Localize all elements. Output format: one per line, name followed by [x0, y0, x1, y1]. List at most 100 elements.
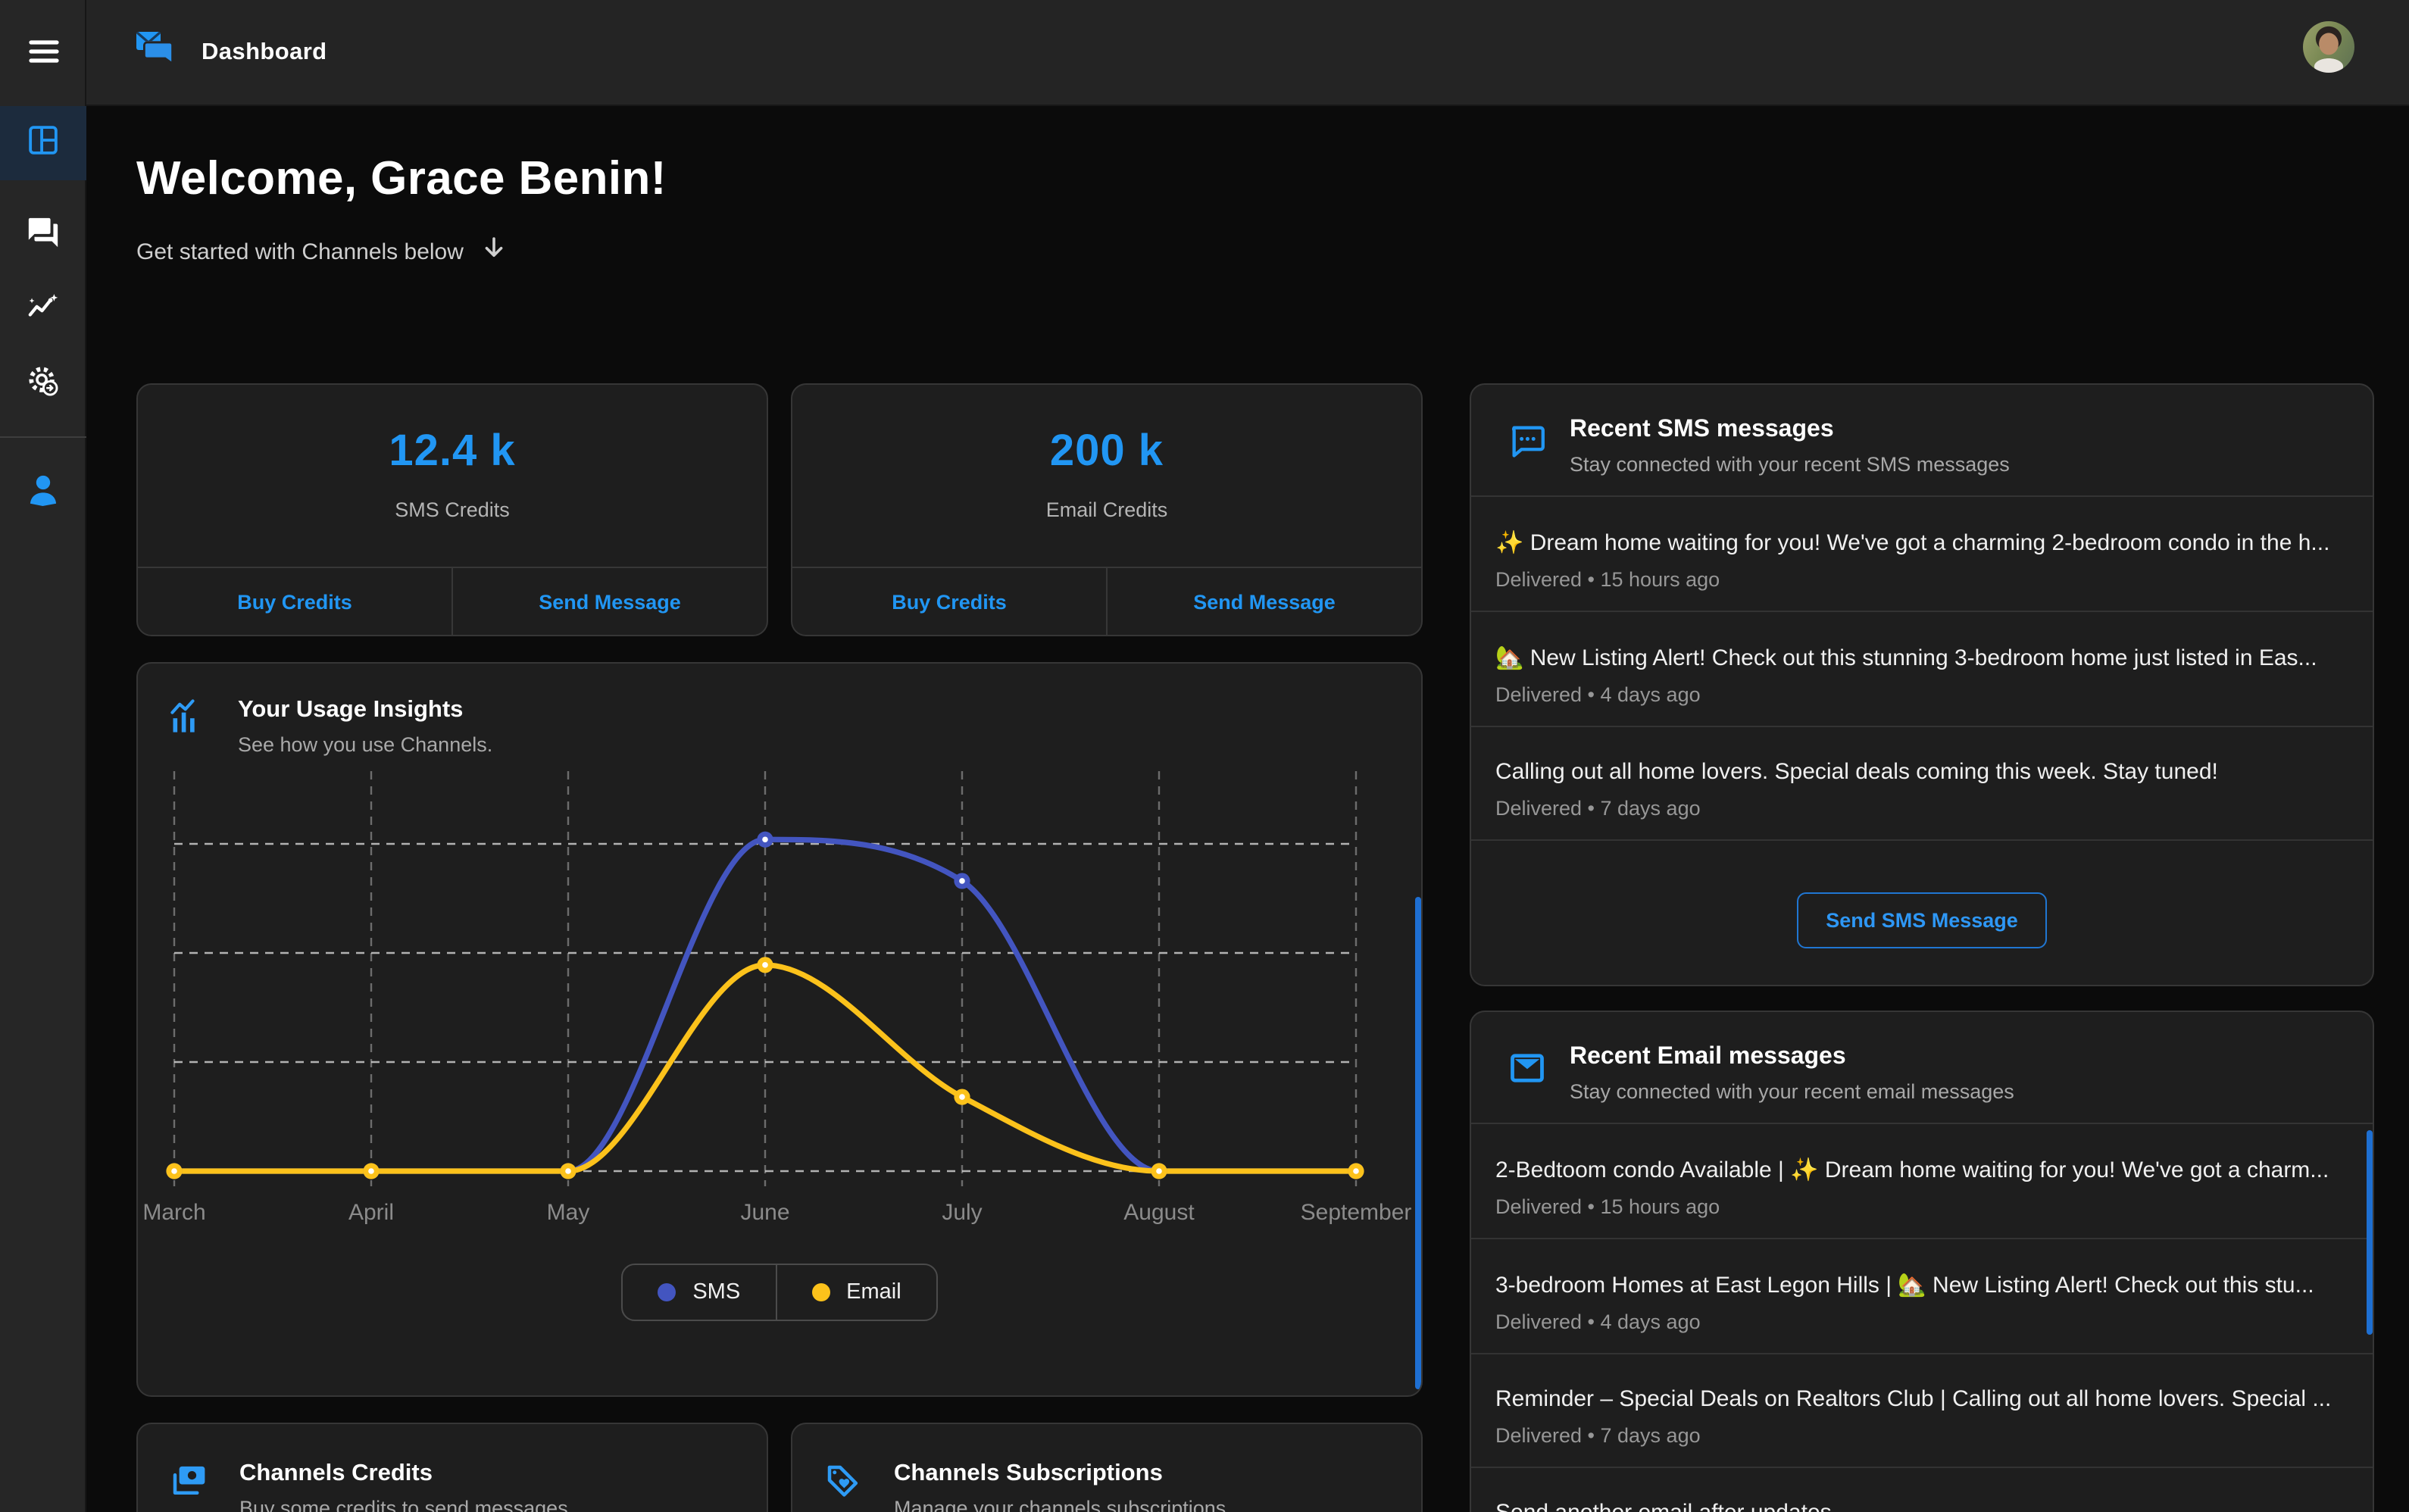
email-message-meta: Delivered • 7 days ago — [1495, 1424, 1701, 1447]
sms-buy-credits-button[interactable]: Buy Credits — [138, 568, 451, 635]
email-message-text: Send another email after updates... — [1495, 1500, 2344, 1512]
welcome-subtitle-text: Get started with Channels below — [136, 239, 464, 264]
hamburger-icon — [25, 33, 61, 73]
sms-credits-label: SMS Credits — [395, 498, 510, 521]
email-legend-dot-icon — [811, 1283, 830, 1301]
email-message-row[interactable]: 2-Bedtoom condo Available | ✨ Dream home… — [1471, 1124, 2373, 1239]
sms-message-text: ✨ Dream home waiting for you! We've got … — [1495, 530, 2330, 556]
email-message-meta: Delivered • 4 days ago — [1495, 1311, 1701, 1333]
sms-bubble-icon — [1508, 421, 1547, 468]
usage-chart-wrap: March April May June July August September — [142, 765, 1411, 1245]
sms-credits-actions: Buy Credits Send Message — [138, 567, 767, 635]
sms-panel-footer: Send SMS Message — [1471, 841, 2373, 985]
svg-text:August: August — [1123, 1200, 1195, 1225]
legend-item-sms[interactable]: SMS — [623, 1265, 775, 1320]
sms-send-message-button[interactable]: Send Message — [451, 568, 767, 635]
usage-subtitle: See how you use Channels. — [238, 733, 493, 756]
analytics-icon — [168, 697, 208, 744]
sidebar-nav — [0, 106, 86, 530]
welcome-heading: Welcome, Grace Benin! — [136, 152, 667, 205]
usage-header: Your Usage Insights See how you use Chan… — [138, 664, 1421, 756]
svg-text:April: April — [348, 1200, 394, 1225]
sidebar-item-insights[interactable] — [0, 273, 86, 347]
dashboard-icon — [26, 122, 61, 164]
email-panel-title: Recent Email messages — [1570, 1044, 1846, 1070]
sms-legend-label: SMS — [692, 1280, 741, 1304]
menu-button[interactable] — [0, 0, 86, 106]
email-panel-subtitle: Stay connected with your recent email me… — [1570, 1080, 2014, 1103]
sms-message-meta: Delivered • 7 days ago — [1495, 797, 1701, 820]
sms-panel-title: Recent SMS messages — [1570, 417, 1834, 442]
bottom-cards-row: Channels Credits Buy some credits to sen… — [136, 1423, 1423, 1512]
payments-icon — [168, 1460, 209, 1509]
insights-icon — [26, 289, 61, 331]
email-send-message-button[interactable]: Send Message — [1106, 568, 1421, 635]
email-legend-label: Email — [846, 1280, 901, 1304]
svg-text:July: July — [942, 1200, 982, 1225]
app-logo-icon[interactable] — [132, 26, 177, 79]
usage-title: Your Usage Insights — [238, 697, 464, 723]
usage-line-chart: March April May June July August September — [142, 771, 1411, 1225]
sidebar-item-settings[interactable] — [0, 347, 86, 421]
sms-message-meta: Delivered • 4 days ago — [1495, 683, 1701, 706]
svg-text:September: September — [1301, 1200, 1412, 1225]
sms-message-text: 🏡 New Listing Alert! Check out this stun… — [1495, 645, 2317, 671]
email-message-row[interactable]: 3-bedroom Homes at East Legon Hills | 🏡 … — [1471, 1239, 2373, 1354]
svg-text:June: June — [740, 1200, 789, 1225]
usage-scrollbar[interactable] — [1415, 897, 1421, 1389]
channels-credits-title: Channels Credits — [239, 1460, 433, 1486]
sidebar-item-messages[interactable] — [0, 198, 86, 273]
email-buy-credits-button[interactable]: Buy Credits — [792, 568, 1106, 635]
channels-credits-subtitle: Buy some credits to send messages. — [239, 1497, 574, 1512]
channels-subscriptions-subtitle: Manage your channels subscriptions. — [894, 1497, 1232, 1512]
recent-sms-panel: Recent SMS messages Stay connected with … — [1470, 383, 2374, 986]
channels-credits-card[interactable]: Channels Credits Buy some credits to sen… — [136, 1423, 768, 1512]
sidebar-divider — [0, 436, 86, 438]
email-message-text: 3-bedroom Homes at East Legon Hills | 🏡 … — [1495, 1273, 2314, 1298]
email-scrollbar[interactable] — [2367, 1130, 2373, 1335]
sms-message-row[interactable]: ✨ Dream home waiting for you! We've got … — [1471, 497, 2373, 612]
email-message-meta: Delivered • 15 hours ago — [1495, 1195, 1720, 1218]
sms-legend-dot-icon — [658, 1283, 676, 1301]
email-message-text: 2-Bedtoom condo Available | ✨ Dream home… — [1495, 1157, 2329, 1183]
email-envelope-icon — [1508, 1048, 1547, 1095]
email-credits-actions: Buy Credits Send Message — [792, 567, 1421, 635]
channels-subscriptions-card[interactable]: Channels Subscriptions Manage your chann… — [791, 1423, 1423, 1512]
person-icon — [24, 470, 62, 516]
page-title: Dashboard — [202, 39, 327, 64]
sms-message-row[interactable]: 🏡 New Listing Alert! Check out this stun… — [1471, 612, 2373, 727]
sms-message-meta: Delivered • 15 hours ago — [1495, 568, 1720, 591]
sidebar — [0, 0, 86, 1512]
arrow-down-icon — [480, 235, 508, 268]
sms-credits-card: 12.4 k SMS Credits Buy Credits Send Mess… — [136, 383, 768, 636]
sidebar-item-dashboard[interactable] — [0, 106, 86, 180]
legend-item-email[interactable]: Email — [775, 1265, 936, 1320]
right-column: Recent SMS messages Stay connected with … — [1470, 383, 2374, 1512]
svg-text:March: March — [142, 1200, 205, 1225]
loyalty-tag-icon — [823, 1460, 864, 1509]
email-credits-value: 200 k — [1049, 427, 1164, 476]
sms-message-text: Calling out all home lovers. Special dea… — [1495, 759, 2218, 785]
forum-icon — [26, 214, 61, 257]
sms-panel-header: Recent SMS messages Stay connected with … — [1471, 385, 2373, 497]
channels-subscriptions-title: Channels Subscriptions — [894, 1460, 1163, 1486]
email-message-row[interactable]: Reminder – Special Deals on Realtors Clu… — [1471, 1354, 2373, 1468]
email-message-row[interactable]: Send another email after updates... — [1471, 1468, 2373, 1512]
sms-credits-value: 12.4 k — [389, 427, 516, 476]
email-credits-card: 200 k Email Credits Buy Credits Send Mes… — [791, 383, 1423, 636]
sidebar-item-account[interactable] — [0, 456, 86, 530]
recent-email-panel: Recent Email messages Stay connected wit… — [1470, 1011, 2374, 1512]
user-avatar[interactable] — [2303, 21, 2354, 73]
welcome-subtitle: Get started with Channels below — [136, 235, 508, 268]
svg-text:May: May — [547, 1200, 590, 1225]
gear-arrow-icon — [26, 363, 61, 405]
email-credits-label: Email Credits — [1045, 498, 1168, 521]
email-message-text: Reminder – Special Deals on Realtors Clu… — [1495, 1386, 2332, 1412]
send-sms-message-button[interactable]: Send SMS Message — [1797, 892, 2047, 948]
sms-panel-subtitle: Stay connected with your recent SMS mess… — [1570, 453, 2010, 476]
usage-insights-card: Your Usage Insights See how you use Chan… — [136, 662, 1423, 1397]
topbar: Dashboard — [86, 0, 2409, 106]
chart-legend: SMS Email — [621, 1264, 938, 1321]
sms-message-row[interactable]: Calling out all home lovers. Special dea… — [1471, 727, 2373, 841]
